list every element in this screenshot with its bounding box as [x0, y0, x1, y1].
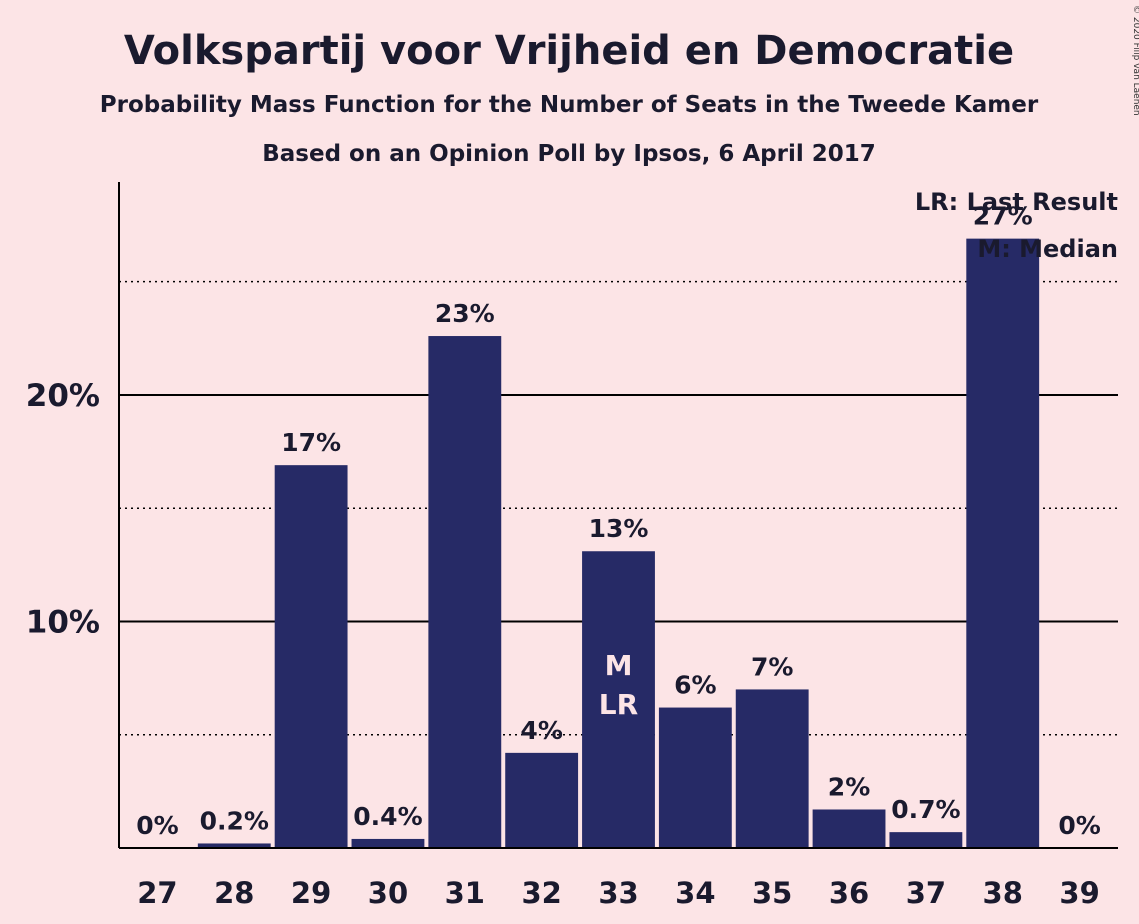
median-marker: M	[605, 649, 633, 682]
x-tick-label: 28	[214, 876, 254, 910]
bar-value-label: 6%	[674, 671, 716, 700]
bar	[428, 336, 502, 848]
bar-value-label: 17%	[281, 428, 341, 457]
x-tick-label: 27	[137, 876, 177, 910]
y-axis-ticks: 10% 20%	[26, 378, 100, 641]
chart-subtitle-source: Based on an Opinion Poll by Ipsos, 6 Apr…	[262, 141, 876, 167]
bar-value-label: 27%	[973, 202, 1033, 231]
bar	[197, 843, 271, 848]
bar-value-label: 0.4%	[353, 802, 422, 831]
x-tick-label: 36	[829, 876, 869, 910]
x-tick-label: 34	[675, 876, 715, 910]
x-tick-label: 30	[368, 876, 408, 910]
bar-value-label: 2%	[828, 772, 870, 801]
bar	[735, 689, 809, 848]
bar-value-label: 0%	[136, 811, 178, 840]
x-tick-label: 29	[291, 876, 331, 910]
bar	[966, 238, 1040, 848]
bars	[197, 238, 1040, 848]
x-tick-label: 31	[445, 876, 485, 910]
bar-value-label: 4%	[520, 716, 562, 745]
value-labels: 0% 0.2% 17% 0.4% 23% 4% 13% 6% 7% 2% 0.7% 27% 0%	[136, 202, 1101, 840]
bar	[582, 551, 655, 848]
copyright-text: © 2020 Filip van Laenen	[1131, 5, 1139, 116]
y-tick-label: 10%	[26, 604, 100, 640]
bar-value-label: 0.7%	[891, 795, 960, 824]
bar-value-label: 23%	[435, 299, 495, 328]
x-tick-label: 39	[1059, 876, 1099, 910]
bar	[505, 752, 579, 848]
y-tick-label: 20%	[26, 378, 100, 414]
bar-value-label: 7%	[751, 652, 793, 681]
x-tick-label: 33	[598, 876, 638, 910]
bar-value-label: 13%	[589, 514, 649, 543]
legend-median: M: Median	[977, 235, 1118, 263]
legend-last-result: LR: Last Result	[915, 188, 1118, 216]
x-tick-label: 38	[983, 876, 1023, 910]
bar	[351, 838, 425, 848]
last-result-marker: LR	[599, 688, 638, 721]
bar	[658, 707, 732, 848]
bar-value-label: 0%	[1058, 811, 1100, 840]
bar	[812, 809, 886, 848]
bar	[889, 832, 963, 848]
chart-subtitle: Probability Mass Function for the Number…	[100, 92, 1039, 118]
bar	[274, 465, 348, 848]
x-tick-label: 35	[752, 876, 792, 910]
x-axis-ticks: 27 28 29 30 31 32 33 34 35 36 37 38 39	[137, 876, 1100, 910]
chart-title: Volkspartij voor Vrijheid en Democratie	[124, 28, 1014, 74]
x-tick-label: 32	[521, 876, 561, 910]
x-tick-label: 37	[906, 876, 946, 910]
bar-annotations: M LR	[599, 649, 638, 721]
bar-value-label: 0.2%	[200, 806, 269, 835]
